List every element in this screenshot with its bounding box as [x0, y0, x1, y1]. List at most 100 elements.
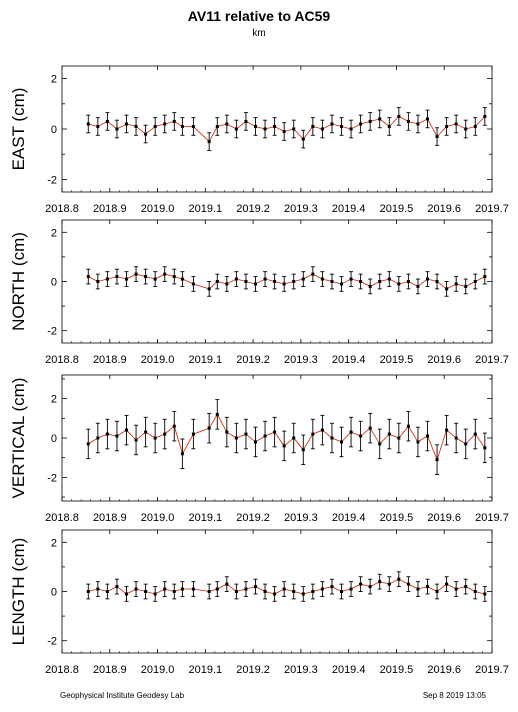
data-point [406, 424, 410, 428]
series-line [88, 413, 486, 461]
x-tick-label: 2018.9 [93, 512, 127, 524]
data-point [406, 119, 410, 123]
x-tick-label: 2019.3 [284, 512, 318, 524]
data-point [86, 275, 90, 279]
data-point [282, 444, 286, 448]
data-point [406, 582, 410, 586]
data-point [426, 117, 429, 121]
data-point [340, 124, 343, 128]
data-point [163, 587, 167, 591]
data-point [263, 127, 267, 131]
x-tick-label: 2019.5 [380, 512, 414, 524]
data-point [96, 124, 100, 128]
x-tick-label: 2018.9 [93, 354, 127, 366]
data-point [225, 582, 229, 586]
data-point [359, 280, 363, 283]
panel-0: -2 0 2 2018.8 2018.9 2019.0 2019.1 2019.2 2019.3… [9, 65, 509, 215]
data-point [445, 582, 449, 586]
data-point [416, 284, 420, 288]
x-tick-label: 2019.1 [189, 203, 223, 215]
data-point [378, 580, 382, 584]
data-point [435, 458, 439, 462]
data-point [445, 428, 449, 432]
x-tick-label: 2018.9 [93, 203, 127, 215]
x-tick-label: 2019.3 [284, 354, 318, 366]
data-point [125, 428, 128, 432]
data-point [454, 122, 458, 126]
data-point [340, 440, 343, 444]
data-point [473, 590, 477, 593]
data-point [172, 590, 176, 593]
data-point [473, 124, 477, 128]
x-tick-label: 2019.5 [380, 664, 414, 676]
y-tick-label: -2 [47, 326, 57, 338]
data-point [234, 436, 238, 440]
data-point [406, 280, 410, 283]
footer-timestamp: Sep 8 2019 13:05 [422, 691, 486, 700]
data-point [387, 432, 391, 436]
data-point [153, 592, 157, 596]
data-point [225, 122, 229, 126]
x-tick-label: 2019.3 [284, 203, 318, 215]
data-point [86, 442, 90, 446]
data-point [115, 434, 119, 438]
data-point [134, 587, 138, 591]
data-point [397, 436, 401, 440]
data-point [180, 277, 184, 281]
x-tick-label: 2018.8 [45, 512, 79, 524]
data-point [320, 277, 324, 281]
data-point [244, 432, 248, 436]
data-point [445, 287, 449, 291]
data-point [349, 430, 353, 434]
data-point [263, 590, 267, 593]
data-point [320, 587, 324, 591]
data-point [134, 124, 138, 128]
data-point [426, 277, 429, 281]
data-point [368, 426, 372, 430]
data-point [292, 436, 296, 440]
data-point [359, 582, 363, 586]
data-point [397, 282, 401, 286]
data-point [397, 114, 401, 118]
data-point [225, 430, 229, 434]
data-point [225, 282, 229, 286]
data-point [416, 440, 420, 444]
data-point [368, 119, 372, 123]
x-tick-label: 2019.5 [380, 354, 414, 366]
data-point [115, 275, 119, 279]
data-point [292, 280, 296, 283]
data-point [426, 434, 429, 438]
y-tick-label: 0 [51, 277, 57, 289]
data-point [311, 272, 315, 276]
data-point [215, 587, 219, 591]
data-point [215, 124, 219, 128]
data-point [191, 432, 195, 436]
data-point [397, 577, 401, 581]
data-point [301, 592, 305, 596]
data-point [234, 590, 238, 593]
x-tick-label: 2019.7 [475, 664, 509, 676]
series-line [88, 273, 485, 290]
y-tick-label: 0 [51, 124, 57, 136]
data-point [191, 124, 195, 128]
x-tick-label: 2019.0 [141, 664, 175, 676]
data-point [445, 124, 449, 128]
data-point [454, 436, 458, 440]
page-title: AV11 relative to AC59 [187, 8, 331, 24]
y-axis-label: NORTH (cm) [9, 232, 28, 331]
x-tick-label: 2019.2 [236, 203, 270, 215]
data-point [105, 277, 109, 281]
data-point [311, 590, 315, 593]
data-point [273, 430, 277, 434]
data-point [134, 438, 138, 442]
data-point [172, 119, 176, 123]
data-point [301, 137, 305, 141]
data-point [435, 135, 439, 139]
data-point [378, 117, 382, 121]
data-point [115, 585, 119, 589]
x-tick-label: 2019.2 [236, 354, 270, 366]
data-point [144, 590, 148, 593]
data-point [125, 277, 128, 281]
data-point [244, 119, 248, 123]
y-tick-label: 2 [51, 74, 57, 86]
